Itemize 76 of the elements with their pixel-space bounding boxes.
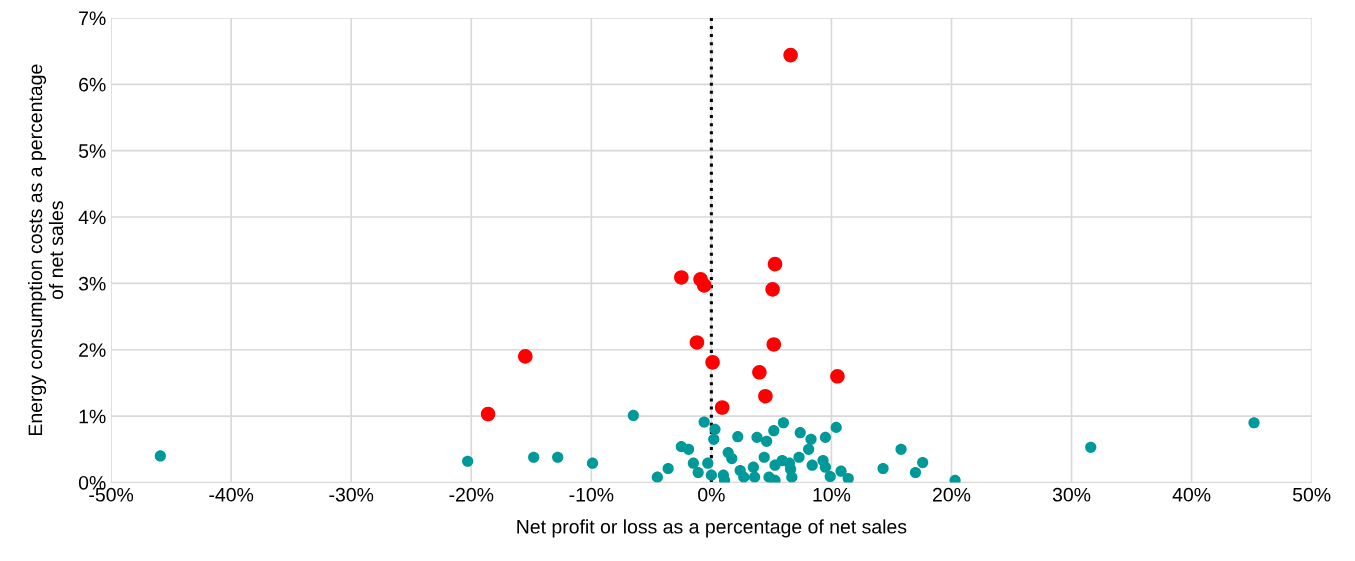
point	[794, 427, 806, 439]
point	[830, 421, 842, 433]
y-tick-label: 3%	[78, 276, 106, 291]
point	[758, 451, 770, 463]
point	[803, 443, 815, 455]
y-tick-label: 7%	[79, 11, 106, 26]
point	[758, 388, 773, 404]
point	[696, 278, 712, 293]
point	[698, 416, 710, 428]
point	[627, 409, 639, 422]
x-tick-label: -40%	[209, 487, 254, 502]
point	[835, 465, 847, 477]
point	[702, 457, 714, 469]
point	[480, 406, 496, 422]
point	[747, 461, 759, 473]
point	[708, 433, 720, 445]
point	[765, 282, 780, 297]
point	[689, 335, 705, 350]
point	[806, 459, 818, 471]
point	[586, 457, 599, 469]
x-tick-label: 30%	[1052, 487, 1091, 502]
point	[917, 456, 929, 469]
point	[709, 423, 721, 435]
point	[766, 337, 782, 352]
y-tick-label: 2%	[79, 343, 106, 357]
point	[726, 452, 738, 465]
point	[651, 471, 663, 483]
point	[738, 471, 750, 483]
point	[830, 369, 845, 384]
point	[767, 256, 783, 272]
point	[552, 451, 564, 463]
x-tick-label: -20%	[449, 487, 494, 502]
y-tick-label: 5%	[78, 144, 106, 158]
point	[528, 451, 540, 463]
point	[662, 462, 674, 475]
point	[768, 425, 780, 437]
x-axis-title: Net profit or loss as a percentage of net sales	[517, 519, 907, 538]
x-tick-label: 50%	[1292, 487, 1331, 502]
x-tick-label: 20%	[933, 487, 971, 502]
point	[761, 435, 773, 447]
x-tick-label: -30%	[329, 487, 374, 502]
point	[749, 471, 761, 483]
point	[752, 365, 767, 380]
point	[705, 355, 720, 370]
point	[154, 450, 166, 462]
y-axis-title: Energy consumption costs as a percentage of net sales	[27, 64, 64, 436]
point	[783, 47, 798, 63]
y-tick-label: 4%	[78, 210, 106, 225]
point	[714, 400, 730, 415]
x-tick-label: 0%	[698, 487, 725, 502]
point	[777, 417, 790, 429]
point	[674, 270, 689, 285]
point	[1085, 441, 1097, 453]
point	[705, 469, 717, 481]
x-tick-label: -10%	[569, 487, 614, 502]
point	[877, 462, 889, 475]
point	[751, 431, 763, 443]
point	[824, 470, 836, 483]
point	[462, 455, 474, 467]
point	[842, 472, 854, 483]
point	[732, 431, 744, 443]
point	[682, 443, 695, 455]
point	[819, 431, 832, 443]
point	[1248, 417, 1260, 429]
point	[909, 466, 922, 479]
y-tick-label: 6%	[79, 77, 106, 92]
point	[687, 457, 699, 469]
point	[793, 451, 805, 463]
point	[819, 461, 832, 473]
point	[692, 466, 704, 479]
x-tick-label: 40%	[1172, 487, 1211, 502]
x-tick-label: 10%	[813, 487, 851, 502]
y-tick-label: 1%	[79, 409, 106, 424]
point	[805, 433, 817, 445]
point	[518, 349, 533, 364]
point	[895, 443, 907, 455]
